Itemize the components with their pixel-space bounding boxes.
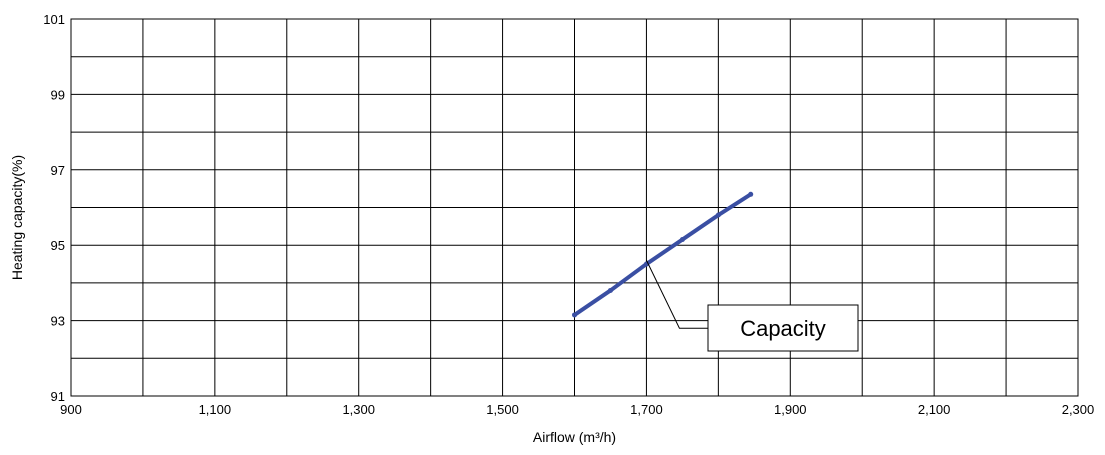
series-point — [748, 191, 754, 197]
y-tick-label: 101 — [43, 12, 65, 27]
annotation-box — [707, 304, 859, 352]
series-point — [715, 212, 721, 218]
annotation-layer: Capacity — [645, 260, 859, 352]
series-layer — [572, 191, 754, 318]
x-tick-label: 2,100 — [918, 402, 951, 417]
x-axis-title: Airflow (m³/h) — [533, 429, 616, 445]
x-tick-labels: 900 1,100 1,300 1,500 1,700 1,900 2,100 2,300 — [60, 402, 1094, 417]
y-tick-label: 93 — [51, 314, 65, 329]
y-tick-label: 97 — [51, 163, 65, 178]
series-point — [572, 312, 577, 318]
annotation-leader-line — [645, 260, 708, 329]
y-tick-label: 95 — [51, 238, 65, 253]
x-tick-label: 2,300 — [1062, 402, 1095, 417]
y-axis-title: Heating capacity(%) — [9, 155, 25, 280]
y-tick-labels: 91 93 95 97 99 101 — [43, 12, 65, 404]
x-tick-label: 900 — [60, 402, 82, 417]
x-axis-title-text: Airflow (m³/h) — [533, 429, 616, 445]
x-tick-label: 1,300 — [342, 402, 375, 417]
annotation-text: Capacity — [740, 316, 826, 341]
y-tick-label: 99 — [51, 87, 65, 102]
x-tick-label: 1,700 — [630, 402, 663, 417]
x-tick-label: 1,100 — [199, 402, 232, 417]
series-point — [607, 287, 613, 293]
x-tick-label: 1,900 — [774, 402, 807, 417]
series-line — [572, 192, 753, 317]
x-tick-label: 1,500 — [486, 402, 519, 417]
series-point — [679, 237, 685, 243]
grid-lines — [71, 19, 1078, 396]
y-tick-label: 91 — [51, 389, 65, 404]
plot-area-frame — [70, 18, 1079, 397]
